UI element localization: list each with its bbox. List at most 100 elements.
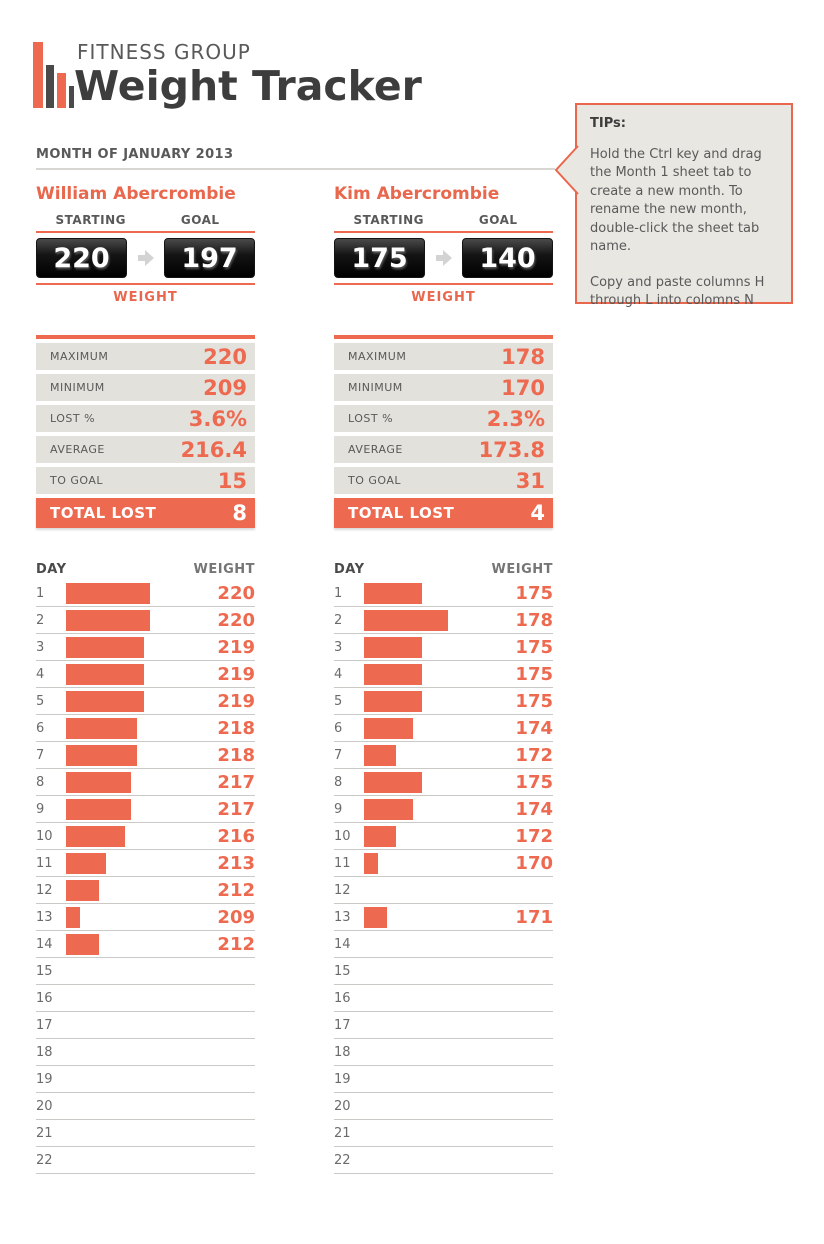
day-number: 5 bbox=[334, 693, 343, 709]
day-column-header: DAY bbox=[36, 562, 67, 577]
day-row: 20 bbox=[334, 1093, 553, 1120]
day-number: 16 bbox=[36, 990, 53, 1006]
stat-row: MAXIMUM 178 bbox=[334, 343, 553, 370]
day-weight-value[interactable]: 219 bbox=[217, 663, 255, 685]
day-number: 19 bbox=[36, 1071, 53, 1087]
day-row: 22 bbox=[36, 1147, 255, 1174]
day-weight-value[interactable]: 218 bbox=[217, 744, 255, 766]
weight-bar bbox=[66, 933, 100, 955]
accent-divider bbox=[36, 283, 255, 285]
day-weight-value[interactable]: 174 bbox=[515, 717, 553, 739]
day-weight-value[interactable]: 217 bbox=[217, 798, 255, 820]
day-table-header: DAY WEIGHT bbox=[36, 562, 255, 577]
goal-weight-display[interactable]: 140 bbox=[462, 238, 553, 278]
goal-weight-display[interactable]: 197 bbox=[164, 238, 255, 278]
logo-bar bbox=[33, 42, 43, 108]
day-number: 1 bbox=[36, 585, 45, 601]
weight-caption: WEIGHT bbox=[411, 290, 476, 305]
day-weight-value[interactable]: 217 bbox=[217, 771, 255, 793]
day-weight-value[interactable]: 219 bbox=[217, 636, 255, 658]
day-weight-value[interactable]: 213 bbox=[217, 852, 255, 874]
day-weight-value[interactable]: 175 bbox=[515, 582, 553, 604]
day-table-header: DAY WEIGHT bbox=[334, 562, 553, 577]
day-row: 19 bbox=[334, 1066, 553, 1093]
day-number: 7 bbox=[334, 747, 343, 763]
day-weight-value[interactable]: 212 bbox=[217, 879, 255, 901]
weight-bar bbox=[364, 582, 422, 604]
starting-weight-display[interactable]: 220 bbox=[36, 238, 127, 278]
day-row: 1 220 bbox=[36, 580, 255, 607]
stat-value: 31 bbox=[515, 468, 545, 493]
day-weight-value[interactable]: 219 bbox=[217, 690, 255, 712]
day-number: 1 bbox=[334, 585, 343, 601]
day-weight-value[interactable]: 172 bbox=[515, 825, 553, 847]
day-number: 9 bbox=[36, 801, 45, 817]
day-number: 2 bbox=[36, 612, 45, 628]
stat-label: AVERAGE bbox=[348, 443, 403, 456]
person-name[interactable]: Kim Abercrombie bbox=[334, 184, 500, 204]
day-weight-value[interactable]: 175 bbox=[515, 771, 553, 793]
day-weight-value[interactable]: 220 bbox=[217, 582, 255, 604]
starting-weight-display[interactable]: 175 bbox=[334, 238, 425, 278]
day-weight-value[interactable]: 212 bbox=[217, 933, 255, 955]
day-number: 2 bbox=[334, 612, 343, 628]
day-weight-value[interactable]: 175 bbox=[515, 690, 553, 712]
day-number: 13 bbox=[334, 909, 351, 925]
weight-column-header: WEIGHT bbox=[491, 562, 553, 577]
total-lost-label: TOTAL LOST bbox=[348, 504, 455, 522]
day-row: 6 218 bbox=[36, 715, 255, 742]
tips-paragraph: Copy and paste columns H through L into … bbox=[590, 274, 765, 309]
total-lost-row: TOTAL LOST 4 bbox=[334, 498, 553, 528]
total-lost-label: TOTAL LOST bbox=[50, 504, 157, 522]
day-row: 16 bbox=[36, 985, 255, 1012]
day-number: 20 bbox=[36, 1098, 53, 1114]
day-number: 21 bbox=[334, 1125, 351, 1141]
stat-value: 220 bbox=[203, 344, 247, 369]
total-lost-value: 4 bbox=[530, 501, 545, 525]
weight-bar bbox=[66, 825, 125, 847]
day-weight-value[interactable]: 209 bbox=[217, 906, 255, 928]
weight-bar bbox=[66, 690, 144, 712]
stat-value: 170 bbox=[501, 375, 545, 400]
day-weight-value[interactable]: 174 bbox=[515, 798, 553, 820]
day-row: 14 bbox=[334, 931, 553, 958]
weight-column-header: WEIGHT bbox=[193, 562, 255, 577]
day-row: 11 170 bbox=[334, 850, 553, 877]
day-row: 8 175 bbox=[334, 769, 553, 796]
day-number: 15 bbox=[334, 963, 351, 979]
goal-label: GOAL bbox=[478, 213, 518, 227]
weight-bar bbox=[364, 663, 422, 685]
weight-bar bbox=[66, 771, 131, 793]
stat-label: MINIMUM bbox=[50, 381, 105, 394]
tips-paragraph: Hold the Ctrl key and drag the Month 1 s… bbox=[590, 147, 762, 255]
day-row: 12 212 bbox=[36, 877, 255, 904]
day-weight-value[interactable]: 175 bbox=[515, 636, 553, 658]
day-number: 6 bbox=[334, 720, 343, 736]
day-weight-value[interactable]: 218 bbox=[217, 717, 255, 739]
day-row: 1 175 bbox=[334, 580, 553, 607]
weight-bar bbox=[364, 771, 422, 793]
day-row: 19 bbox=[36, 1066, 255, 1093]
day-row: 8 217 bbox=[36, 769, 255, 796]
bar-chart-logo-icon bbox=[33, 42, 74, 108]
day-weight-value[interactable]: 170 bbox=[515, 852, 553, 874]
day-weight-value[interactable]: 171 bbox=[515, 906, 553, 928]
person-name[interactable]: William Abercrombie bbox=[36, 184, 236, 204]
stat-row: TO GOAL 15 bbox=[36, 467, 255, 494]
total-lost-row: TOTAL LOST 8 bbox=[36, 498, 255, 528]
weight-bar bbox=[66, 879, 100, 901]
day-row: 5 175 bbox=[334, 688, 553, 715]
weight-bar bbox=[66, 744, 138, 766]
weight-displays: 175 140 bbox=[334, 238, 553, 278]
day-row: 2 178 bbox=[334, 607, 553, 634]
callout-pointer-icon bbox=[554, 145, 579, 195]
day-weight-value[interactable]: 172 bbox=[515, 744, 553, 766]
day-row: 16 bbox=[334, 985, 553, 1012]
day-number: 3 bbox=[36, 639, 45, 655]
weight-caption: WEIGHT bbox=[113, 290, 178, 305]
day-weight-value[interactable]: 175 bbox=[515, 663, 553, 685]
day-weight-value[interactable]: 178 bbox=[515, 609, 553, 631]
day-row: 9 174 bbox=[334, 796, 553, 823]
day-weight-value[interactable]: 220 bbox=[217, 609, 255, 631]
day-weight-value[interactable]: 216 bbox=[217, 825, 255, 847]
